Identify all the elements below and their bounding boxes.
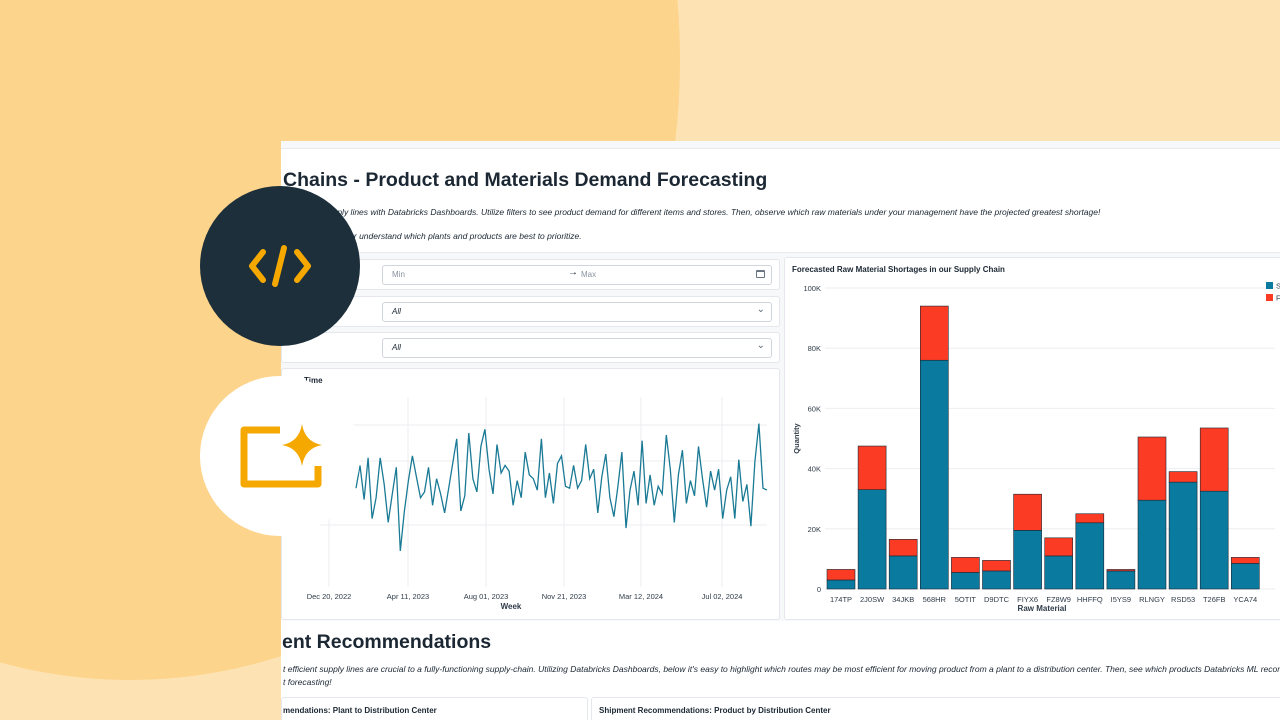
legend-swatch <box>1266 294 1273 301</box>
x-tick-label: 34JKB <box>892 595 914 604</box>
bar-s <box>888 555 918 590</box>
bar-s <box>920 359 949 590</box>
bar-f <box>951 557 980 573</box>
bar-f <box>1199 427 1229 492</box>
legend-label: S <box>1276 282 1280 291</box>
line-series <box>355 423 768 551</box>
line-chart-card: Time Dec 20, 2022 Apr 11, 2023 Aug 01, 202… <box>281 368 780 620</box>
legend-swatch <box>1266 282 1273 289</box>
x-tick-label: Mar 12, 2024 <box>619 592 663 601</box>
bar-s <box>1013 530 1042 590</box>
date-range-filter: Min → Max <box>281 259 780 290</box>
page-title: Chains - Product and Materials Demand Fo… <box>283 169 768 191</box>
date-min-placeholder: Min <box>392 270 405 279</box>
line-chart: Dec 20, 2022 Apr 11, 2023 Aug 01, 2023 Nov … <box>282 397 768 611</box>
code-icon <box>249 245 311 287</box>
bar-chart-card: Forecasted Raw Material Shortages in our… <box>784 257 1280 620</box>
legend-label: F <box>1276 294 1280 303</box>
x-tick-label: FZ8W9 <box>1046 595 1071 604</box>
line-chart-title: Time <box>304 376 323 385</box>
x-tick-label: Jul 02, 2024 <box>702 592 743 601</box>
x-axis-label: Raw Material <box>1018 604 1067 613</box>
x-tick-label: D9DTC <box>984 595 1010 604</box>
x-tick-label: Apr 11, 2023 <box>387 592 429 601</box>
x-tick-label: Aug 01, 2023 <box>464 592 509 601</box>
bar-s <box>1106 570 1136 590</box>
bar-s <box>857 489 887 590</box>
y-tick-label: 40K <box>808 465 821 474</box>
bar-f <box>1013 493 1042 531</box>
x-tick-label: 174TP <box>830 595 852 604</box>
bar-f <box>1168 471 1198 483</box>
product-dc-recommendations-card: Shipment Recommendations: Product by Dis… <box>591 697 1280 720</box>
chevron-down-icon[interactable]: ⌄ <box>756 304 765 315</box>
product-dc-card-title: Shipment Recommendations: Product by Dis… <box>599 706 831 715</box>
x-tick-label: T26FB <box>1203 595 1226 604</box>
background-band <box>640 0 1280 150</box>
bar-f <box>982 560 1011 572</box>
plant-dc-card-title: mendations: Plant to Distribution Center <box>283 706 437 715</box>
dashboard-header: Chains - Product and Materials Demand Fo… <box>281 148 1280 253</box>
select-filter-1-input[interactable]: All ⌄ <box>382 302 772 322</box>
bar-f <box>1137 436 1167 501</box>
bar-chart: 0 20K 40K 60K 80K 100K Quantity Raw Material 174… <box>792 282 1280 614</box>
bar-s <box>982 570 1011 590</box>
x-tick-label: I5YS9 <box>1111 595 1131 604</box>
bar-s <box>1075 522 1105 590</box>
ai-badge <box>200 376 360 536</box>
y-tick-label: 20K <box>808 525 821 534</box>
x-tick-label: Nov 21, 2023 <box>542 592 587 601</box>
bar-f <box>1044 537 1074 557</box>
y-axis-label: Quantity <box>792 422 801 453</box>
bar-s <box>1137 499 1167 590</box>
section-description-2: t forecasting! <box>283 677 332 687</box>
bar-f <box>1106 569 1136 572</box>
bar-f <box>1075 513 1105 524</box>
y-tick-label: 0 <box>817 585 821 594</box>
x-tick-label: 2J0SW <box>860 595 885 604</box>
bar-f <box>826 569 856 581</box>
calendar-icon[interactable] <box>756 270 765 278</box>
x-tick-label: Dec 20, 2022 <box>307 592 352 601</box>
ai-assistant-icon <box>240 424 322 488</box>
bar-f <box>888 539 918 557</box>
select-filter-2-value: All <box>392 343 401 352</box>
dashboard-description: ost crucial supply lines with Databricks… <box>283 207 1101 217</box>
chevron-down-icon[interactable]: ⌄ <box>756 340 765 351</box>
x-tick-label: 568HR <box>923 595 947 604</box>
date-range-input[interactable]: Min → Max <box>382 265 772 285</box>
section-title: ent Recommendations <box>282 631 492 653</box>
bar-f <box>1230 557 1260 564</box>
select-filter-2: All ⌄ <box>281 332 780 363</box>
code-badge <box>200 186 360 346</box>
bar-s <box>1044 555 1074 590</box>
x-tick-label: RLNGY <box>1139 595 1165 604</box>
bar-f <box>920 305 949 361</box>
dashboard-description-2: dashboard to better understand which pla… <box>283 231 582 241</box>
bar-s <box>1168 481 1198 590</box>
select-filter-1: All ⌄ <box>281 296 780 327</box>
x-tick-label: RSD53 <box>1171 595 1195 604</box>
bar-s <box>1230 563 1260 590</box>
y-tick-label: 80K <box>808 344 821 353</box>
x-tick-label: HHFFQ <box>1077 595 1103 604</box>
select-filter-2-input[interactable]: All ⌄ <box>382 338 772 358</box>
y-tick-label: 60K <box>808 404 821 413</box>
bar-s <box>951 572 980 590</box>
bar-f <box>857 445 887 490</box>
x-tick-label: YCA74 <box>1233 595 1257 604</box>
x-tick-label: 5OTIT <box>955 595 977 604</box>
date-max-placeholder: Max <box>581 270 597 279</box>
select-filter-1-value: All <box>392 307 401 316</box>
x-axis-label: Week <box>501 602 522 611</box>
section-description: t efficient supply lines are crucial to … <box>283 664 1280 674</box>
x-tick-label: FIYX6 <box>1017 595 1038 604</box>
plant-dc-recommendations-card: mendations: Plant to Distribution Center <box>281 697 588 720</box>
bar-s <box>1199 490 1229 590</box>
dashboard-screenshot: Chains - Product and Materials Demand Fo… <box>281 141 1280 720</box>
range-arrow-icon: → <box>568 267 578 278</box>
bar-chart-title: Forecasted Raw Material Shortages in our… <box>792 265 1005 274</box>
bar-s <box>826 579 856 590</box>
y-tick-label: 100K <box>803 284 821 293</box>
